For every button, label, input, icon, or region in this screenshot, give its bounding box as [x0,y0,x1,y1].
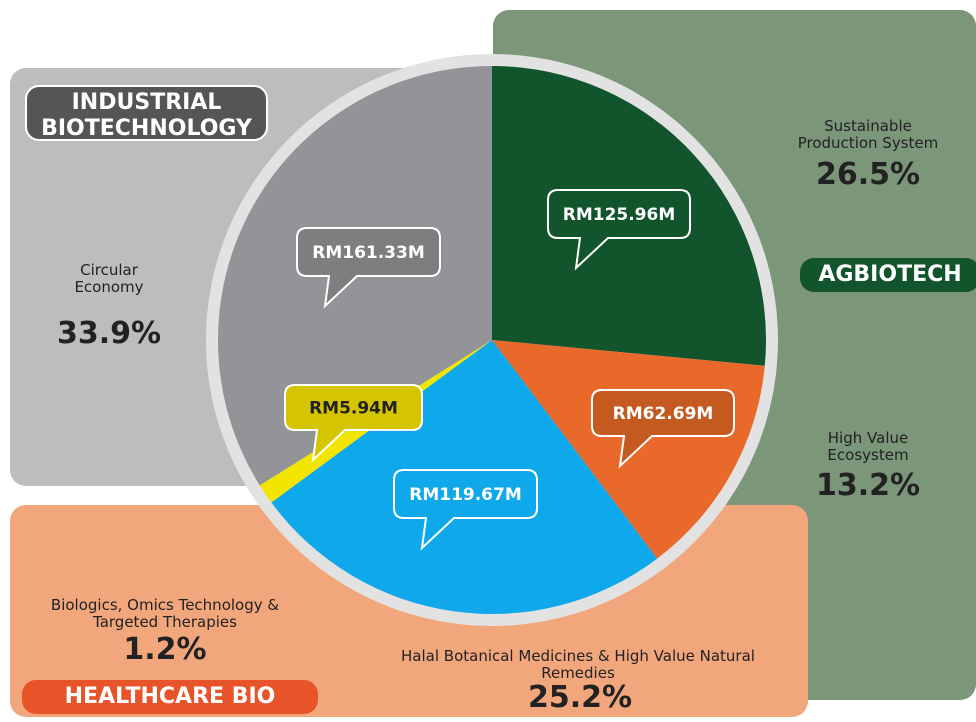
speech-bubble [284,384,423,463]
category-label: Biologics, Omics Technology & Targeted T… [50,596,280,631]
percent-label: 33.9% [56,316,162,351]
percent-label: 25.2% [527,680,633,715]
category-label: Halal Botanical Medicines & High Value N… [401,647,755,682]
group-label: HEALTHCARE BIO [22,680,318,714]
amount-label: RM161.33M [312,243,425,263]
speech-bubble [591,389,735,469]
amount-label: RM5.94M [309,399,398,419]
amount-label: RM62.69M [613,404,714,424]
pie-slice [492,66,766,366]
group-label: AGBIOTECH [800,258,976,292]
speech-bubble [547,189,691,271]
category-label: High Value Ecosystem [827,429,909,464]
amount-label: RM125.96M [563,205,676,225]
percent-label: 13.2% [815,468,921,503]
speech-bubble [296,227,441,309]
speech-bubble [393,469,538,551]
category-label: Circular Economy [74,261,144,296]
amount-label: RM119.67M [409,485,522,505]
percent-label: 1.2% [123,632,207,667]
group-label: INDUSTRIAL BIOTECHNOLOGY [25,85,268,141]
percent-label: 26.5% [815,157,921,192]
category-label: Sustainable Production System [797,117,939,152]
